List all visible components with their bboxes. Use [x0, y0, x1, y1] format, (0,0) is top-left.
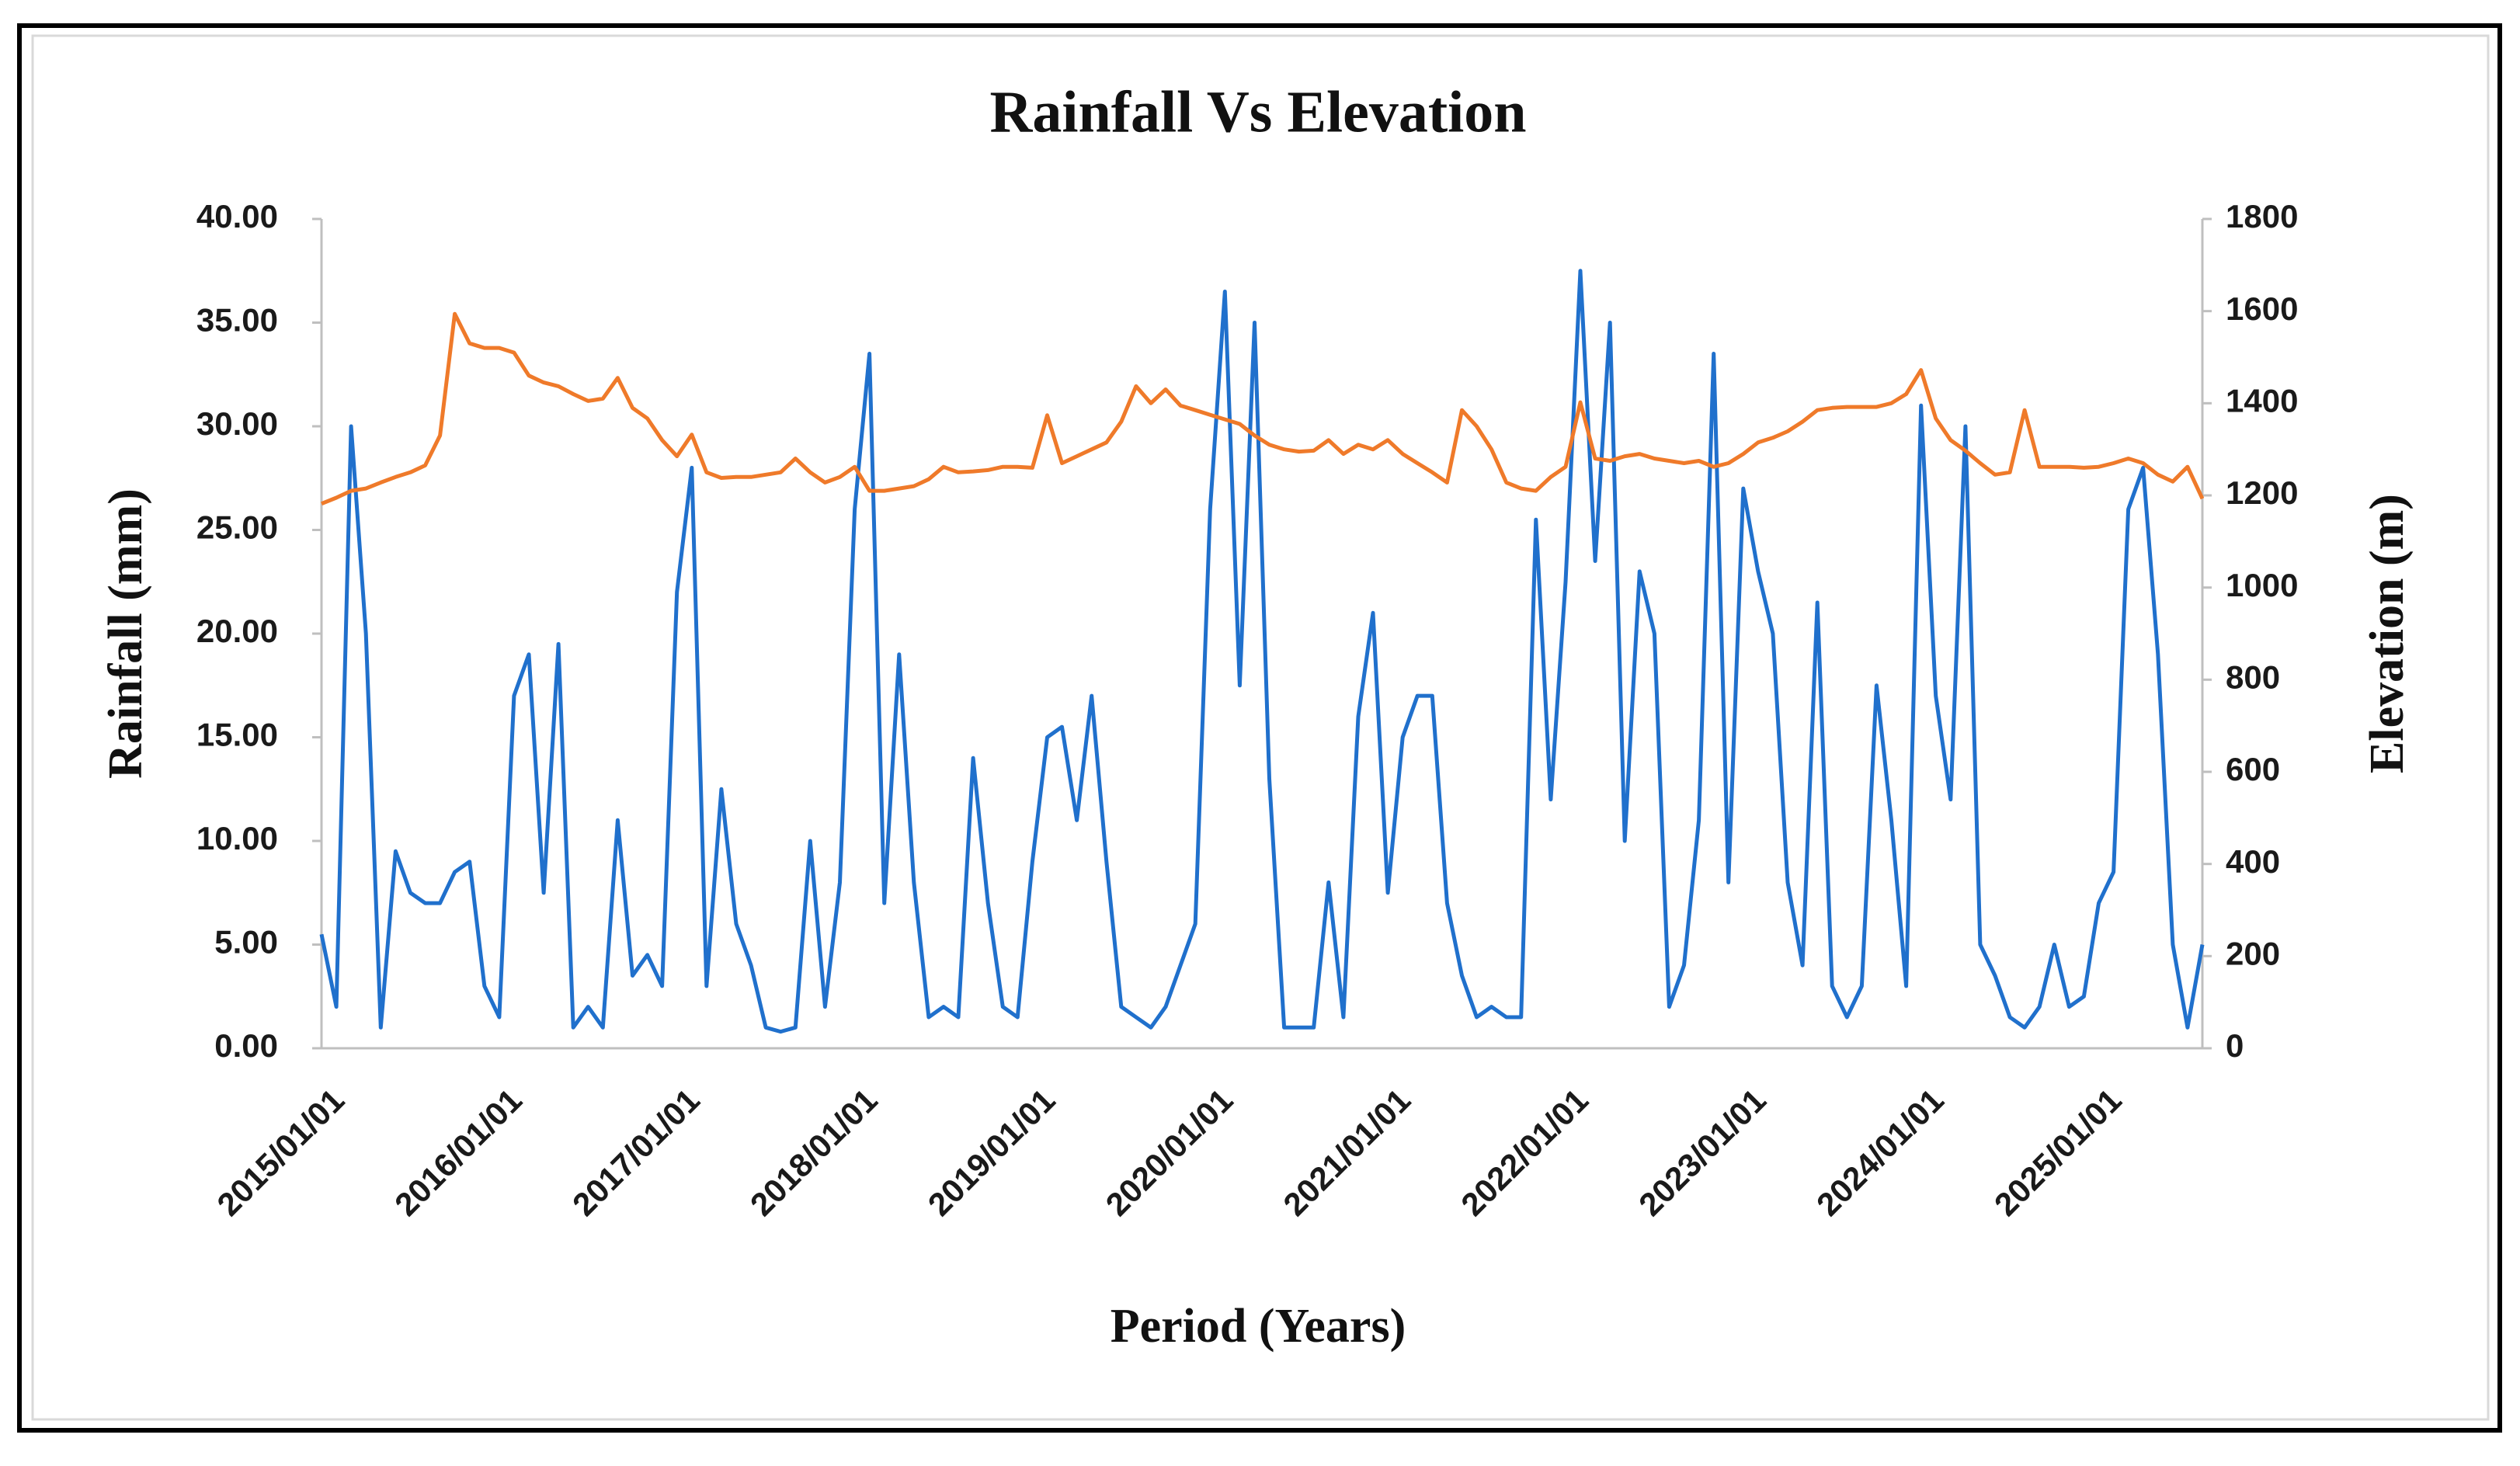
chart-title: Rainfall Vs Elevation — [989, 79, 1526, 144]
y-tick-label: 0.00 — [214, 1027, 278, 1064]
y2-tick-label: 400 — [2226, 843, 2280, 880]
y-tick-label: 10.00 — [196, 820, 278, 856]
y2-axis-title: Elevation (m) — [2361, 494, 2414, 773]
y-tick-label: 5.00 — [214, 924, 278, 961]
y-tick-label: 30.00 — [196, 405, 278, 442]
y-tick-label: 20.00 — [196, 613, 278, 649]
series-line — [321, 311, 2205, 506]
y2-tick-label: 1000 — [2226, 567, 2298, 603]
outer-frame — [17, 23, 2502, 1433]
y2-tick-label: 1600 — [2226, 290, 2298, 327]
y2-tick-label: 0 — [2226, 1027, 2244, 1064]
chart-area-frame — [31, 34, 2490, 1421]
y2-tick-label: 800 — [2226, 658, 2280, 695]
y2-tick-label: 600 — [2226, 751, 2280, 787]
series-line — [319, 269, 2205, 1034]
y-axis-title: Rainfall (mm) — [99, 488, 152, 779]
y-tick-label: 25.00 — [196, 509, 278, 546]
y-tick-label: 15.00 — [196, 717, 278, 753]
y-tick-label: 40.00 — [196, 198, 278, 234]
y2-tick-label: 200 — [2226, 935, 2280, 971]
y2-tick-label: 1400 — [2226, 382, 2298, 419]
x-axis-title: Period (Years) — [1111, 1300, 1406, 1353]
y2-tick-label: 1800 — [2226, 198, 2298, 234]
y-tick-label: 35.00 — [196, 302, 278, 339]
y2-tick-label: 1200 — [2226, 474, 2298, 511]
